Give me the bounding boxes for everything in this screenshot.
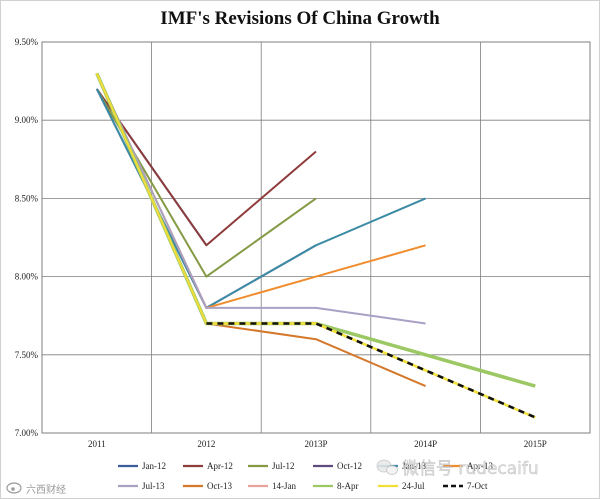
legend-label: 8-Apr: [337, 481, 359, 491]
legend-jul-13: Jul-13: [118, 481, 165, 491]
legend-label: Jan-13: [402, 461, 426, 471]
x-tick-label: 2012: [197, 439, 215, 449]
y-axis-tick-labels: 7.00% 7.50% 8.00% 8.50% 9.00% 9.50%: [15, 37, 39, 438]
watermark-text: 微信号 rudecaifu: [402, 459, 539, 479]
corner-watermark: 六西财经: [6, 482, 66, 496]
series-line-jul-13: [95, 72, 426, 325]
series-line-apr-12: [95, 88, 317, 247]
legend-label: Jan-12: [142, 461, 166, 471]
legend-label: Jul-13: [142, 481, 165, 491]
legend-14-jan: 14-Jan: [248, 481, 296, 491]
legend-oct-13: Oct-13: [183, 481, 232, 491]
legend-label: Jul-12: [272, 461, 295, 471]
y-tick-label: 9.50%: [15, 37, 39, 47]
legend-oct-12: Oct-12: [313, 461, 362, 471]
legend-jan-12: Jan-12: [118, 461, 166, 471]
x-tick-label: 2011: [88, 439, 106, 449]
chart-title: IMF's Revisions Of China Growth: [160, 8, 440, 29]
legend-label: 24-Jul: [402, 481, 425, 491]
corner-watermark-text: 六西财经: [26, 483, 66, 496]
legend-label: 7-Oct: [467, 481, 488, 491]
legend-label: 14-Jan: [272, 481, 296, 491]
y-tick-label: 7.50%: [15, 350, 39, 360]
series-lines: [95, 72, 536, 419]
legend-label: Apr-13: [467, 461, 493, 471]
x-tick-label: 2013P: [304, 439, 327, 449]
legend-8-apr: 8-Apr: [313, 481, 359, 491]
y-tick-label: 9.00%: [15, 115, 39, 125]
x-axis-tick-labels: 2011 2012 2013P 2014P 2015P: [88, 439, 547, 449]
series-line-7-oct: [206, 322, 536, 419]
x-tick-label: 2014P: [414, 439, 437, 449]
legend: Jan-12 Apr-12 Jul-12 Oct-12 Jan-13 Apr-13 Jul-…: [118, 461, 493, 491]
legend-7-oct: 7-Oct: [443, 481, 488, 491]
y-tick-label: 8.50%: [15, 193, 39, 203]
legend-label: Oct-13: [207, 481, 232, 491]
legend-jul-12: Jul-12: [248, 461, 295, 471]
weibo-icon: [6, 482, 22, 494]
legend-apr-12: Apr-12: [183, 461, 233, 471]
gridlines: [42, 42, 590, 433]
legend-label: Oct-12: [337, 461, 362, 471]
legend-apr-13: Apr-13: [443, 461, 493, 471]
y-tick-label: 8.00%: [15, 272, 39, 282]
plot-area: [41, 41, 591, 434]
wechat-icon: [376, 459, 398, 475]
y-tick-label: 7.00%: [15, 428, 39, 438]
legend-24-jul: 24-Jul: [378, 481, 425, 491]
x-tick-label: 2015P: [524, 439, 547, 449]
watermark: 微信号 rudecaifu: [376, 459, 539, 479]
legend-label: Apr-12: [207, 461, 233, 471]
